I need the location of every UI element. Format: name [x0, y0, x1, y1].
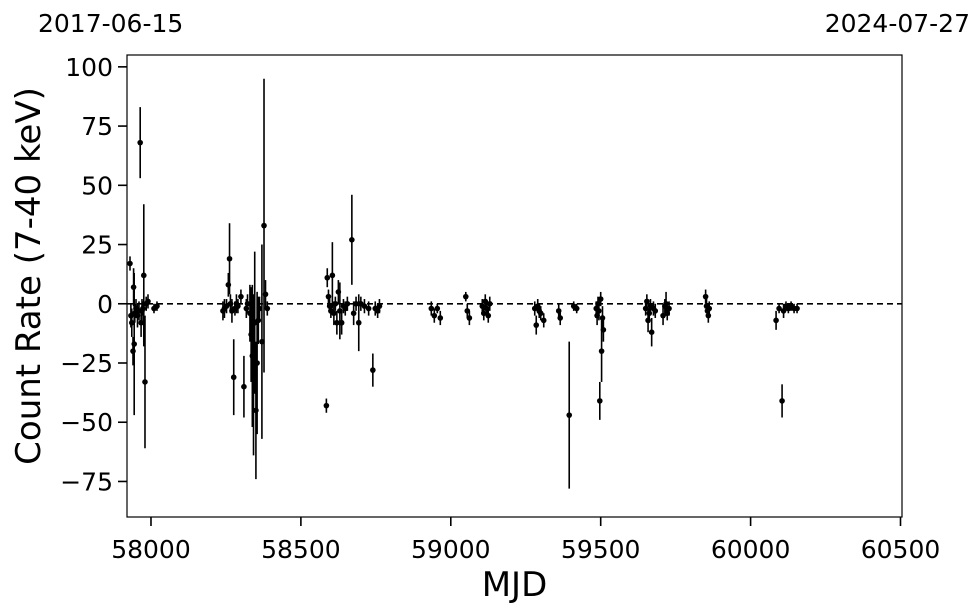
- data-point: [573, 305, 580, 312]
- data-point: [235, 303, 241, 309]
- data-point: [230, 374, 237, 381]
- x-tick-label: 60500: [861, 535, 941, 564]
- data-point: [600, 327, 607, 333]
- data-point: [537, 310, 544, 317]
- y-tick-label: 75: [81, 112, 113, 141]
- data-point: [332, 300, 339, 307]
- y-tick-label: −25: [60, 349, 113, 378]
- data-point: [355, 319, 362, 326]
- data-point: [485, 312, 492, 319]
- x-tick-label: 58500: [261, 535, 341, 564]
- data-point: [596, 308, 602, 314]
- data-point: [241, 383, 247, 390]
- data-point: [779, 398, 785, 404]
- data-point: [462, 293, 469, 300]
- data-point: [660, 312, 666, 319]
- data-point: [365, 305, 372, 312]
- data-point: [338, 319, 345, 326]
- data-point: [361, 303, 368, 309]
- data-point: [431, 312, 438, 319]
- data-point: [706, 305, 713, 312]
- data-point: [434, 305, 441, 312]
- data-point: [331, 310, 337, 317]
- plot-area: [126, 54, 903, 518]
- y-tick-label: 25: [81, 231, 113, 260]
- data-point: [349, 237, 355, 243]
- data-point: [370, 367, 376, 373]
- y-tick-label: 50: [81, 171, 113, 200]
- data-point: [702, 293, 709, 300]
- date-label-start: 2017-06-15: [38, 9, 183, 38]
- data-point: [596, 398, 603, 404]
- data-point: [599, 315, 606, 321]
- data-point: [254, 360, 260, 366]
- y-axis-title: Count Rate (7-40 keV): [9, 87, 49, 465]
- data-point: [566, 412, 573, 418]
- data-point: [776, 305, 782, 312]
- data-point: [238, 293, 244, 300]
- data-points: [127, 78, 800, 489]
- y-tick-label: −50: [60, 408, 113, 437]
- data-point: [666, 305, 672, 312]
- data-point: [486, 300, 493, 307]
- data-point: [131, 341, 137, 347]
- data-point: [323, 402, 330, 409]
- x-tick-label: 59000: [411, 535, 491, 564]
- data-point: [325, 293, 332, 300]
- data-point: [140, 305, 146, 312]
- data-point: [334, 319, 340, 326]
- data-point: [350, 310, 357, 317]
- data-point: [466, 315, 473, 321]
- data-point: [652, 308, 659, 314]
- data-point: [226, 255, 233, 262]
- data-point: [128, 319, 135, 326]
- y-tick-label: 0: [97, 290, 113, 319]
- x-axis: 58000 58500 59000 59500 60000 60500: [111, 517, 940, 564]
- data-point: [437, 315, 444, 321]
- y-tick-label: 100: [65, 53, 113, 82]
- data-point: [142, 379, 148, 385]
- data-point: [598, 348, 605, 354]
- y-axis: −75 −50 −25 0 25 50 75 100: [60, 53, 127, 496]
- data-point: [244, 300, 251, 307]
- x-tick-label: 58000: [111, 535, 191, 564]
- data-point: [540, 317, 547, 324]
- data-point: [794, 305, 800, 312]
- data-point: [533, 322, 540, 328]
- data-point: [344, 300, 351, 307]
- data-point: [127, 260, 133, 267]
- x-tick-label: 60000: [711, 535, 791, 564]
- data-point: [262, 291, 269, 298]
- x-axis-title: MJD: [482, 565, 548, 605]
- top-date-labels: 2017-06-15 2024-07-27: [38, 9, 970, 38]
- y-tick-label: −75: [60, 467, 113, 496]
- data-point: [644, 298, 650, 305]
- data-point: [705, 312, 712, 319]
- data-point: [137, 139, 143, 146]
- data-point: [324, 274, 331, 281]
- data-point: [261, 222, 267, 229]
- data-point: [780, 308, 787, 314]
- data-point: [145, 298, 151, 305]
- date-label-end: 2024-07-27: [825, 9, 970, 38]
- data-point: [256, 305, 263, 312]
- plot-frame: [126, 54, 903, 518]
- data-point: [329, 272, 336, 279]
- data-point: [480, 310, 487, 317]
- data-point: [557, 315, 564, 321]
- data-point: [154, 303, 160, 309]
- data-point: [428, 305, 435, 312]
- data-point: [140, 272, 147, 279]
- data-point: [773, 317, 779, 324]
- data-point: [663, 300, 669, 307]
- data-point: [597, 296, 604, 302]
- data-point: [264, 305, 271, 312]
- data-point: [353, 300, 359, 307]
- data-point: [648, 329, 655, 336]
- data-point: [376, 303, 383, 309]
- x-tick-label: 59500: [561, 535, 641, 564]
